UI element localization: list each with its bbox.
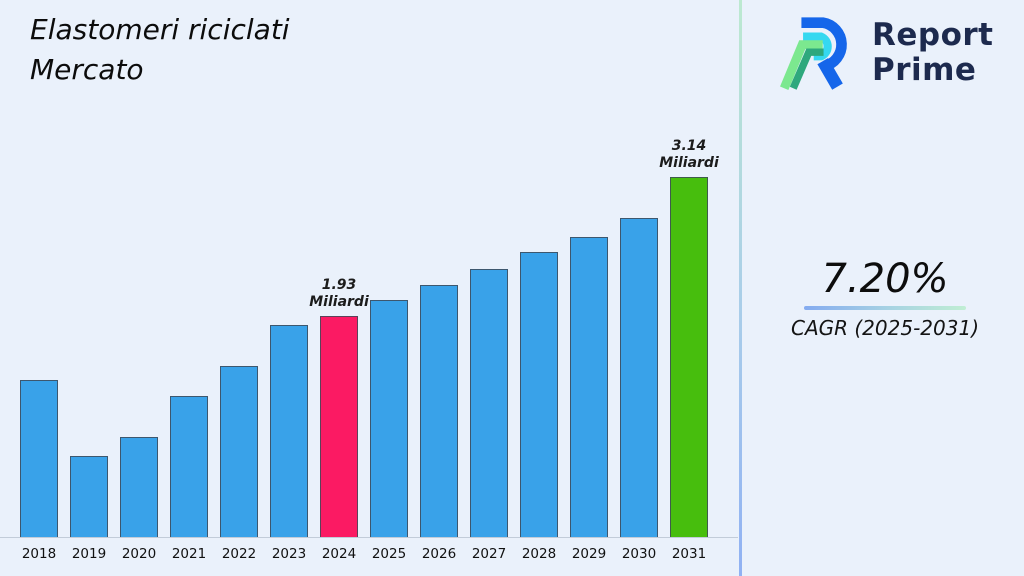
x-tick-2024: 2024 (321, 546, 357, 562)
bar-2019 (70, 456, 108, 537)
brand-name: Report Prime (872, 18, 994, 88)
brand-name-line1: Report (872, 17, 994, 53)
bar-2023 (270, 325, 308, 537)
bar-column-2029: 2029 (570, 0, 608, 576)
brand-header: Report Prime (776, 12, 994, 94)
cagr-value: 7.20% (821, 256, 949, 302)
bar-2025 (370, 300, 408, 537)
page-title: Elastomeri riciclati Mercato (30, 10, 290, 90)
bar-column-2026: 2026 (420, 0, 458, 576)
bar-column-2024: 1.93 Miliardi 2024 (309, 0, 369, 576)
x-tick-2018: 2018 (21, 546, 57, 562)
bar-2024 (320, 316, 358, 537)
bar-2027 (470, 269, 508, 537)
x-tick-2028: 2028 (521, 546, 557, 562)
vertical-divider (739, 0, 742, 576)
bar-2030 (620, 218, 658, 537)
bar-chart: 2018 2019 2020 2021 2022 2023 1.93 Miliardi 2024… (20, 0, 719, 576)
bar-column-2027: 2027 (470, 0, 508, 576)
bar-column-2021: 2021 (170, 0, 208, 576)
brand-name-line2: Prime (872, 52, 977, 88)
x-tick-2031: 2031 (671, 546, 707, 562)
bar-column-2018: 2018 (20, 0, 58, 576)
x-tick-2020: 2020 (121, 546, 157, 562)
x-tick-2023: 2023 (271, 546, 307, 562)
x-tick-2022: 2022 (221, 546, 257, 562)
bar-2026 (420, 285, 458, 537)
bar-column-2023: 2023 (270, 0, 308, 576)
bar-column-2025: 2025 (370, 0, 408, 576)
bar-2031 (670, 177, 708, 537)
report-prime-r-logo-icon (780, 17, 847, 90)
cagr-block: 7.20% CAGR (2025-2031) (765, 255, 1005, 340)
bar-2021 (170, 396, 208, 537)
x-tick-2019: 2019 (71, 546, 107, 562)
bar-2028 (520, 252, 558, 537)
bar-column-2030: 2030 (620, 0, 658, 576)
x-tick-2026: 2026 (421, 546, 457, 562)
bar-column-2022: 2022 (220, 0, 258, 576)
bar-2020 (120, 437, 158, 537)
x-axis-line (0, 537, 738, 538)
bar-2018 (20, 380, 58, 537)
cagr-underline (804, 306, 966, 310)
bar-column-2020: 2020 (120, 0, 158, 576)
bar-2022 (220, 366, 258, 537)
bar-column-2031: 3.14 Miliardi 2031 (659, 0, 719, 576)
x-tick-2030: 2030 (621, 546, 657, 562)
bar-2029 (570, 237, 608, 537)
x-tick-2021: 2021 (171, 546, 207, 562)
x-tick-2025: 2025 (371, 546, 407, 562)
page-title-line2: Mercato (30, 53, 144, 86)
bar-value-label-2024: 1.93 Miliardi (309, 277, 369, 310)
page-title-line1: Elastomeri riciclati (30, 13, 290, 46)
bar-value-label-2031: 3.14 Miliardi (659, 138, 719, 171)
x-tick-2027: 2027 (471, 546, 507, 562)
bar-column-2019: 2019 (70, 0, 108, 576)
x-tick-2029: 2029 (571, 546, 607, 562)
bar-column-2028: 2028 (520, 0, 558, 576)
cagr-label: CAGR (2025-2031) (790, 316, 980, 340)
